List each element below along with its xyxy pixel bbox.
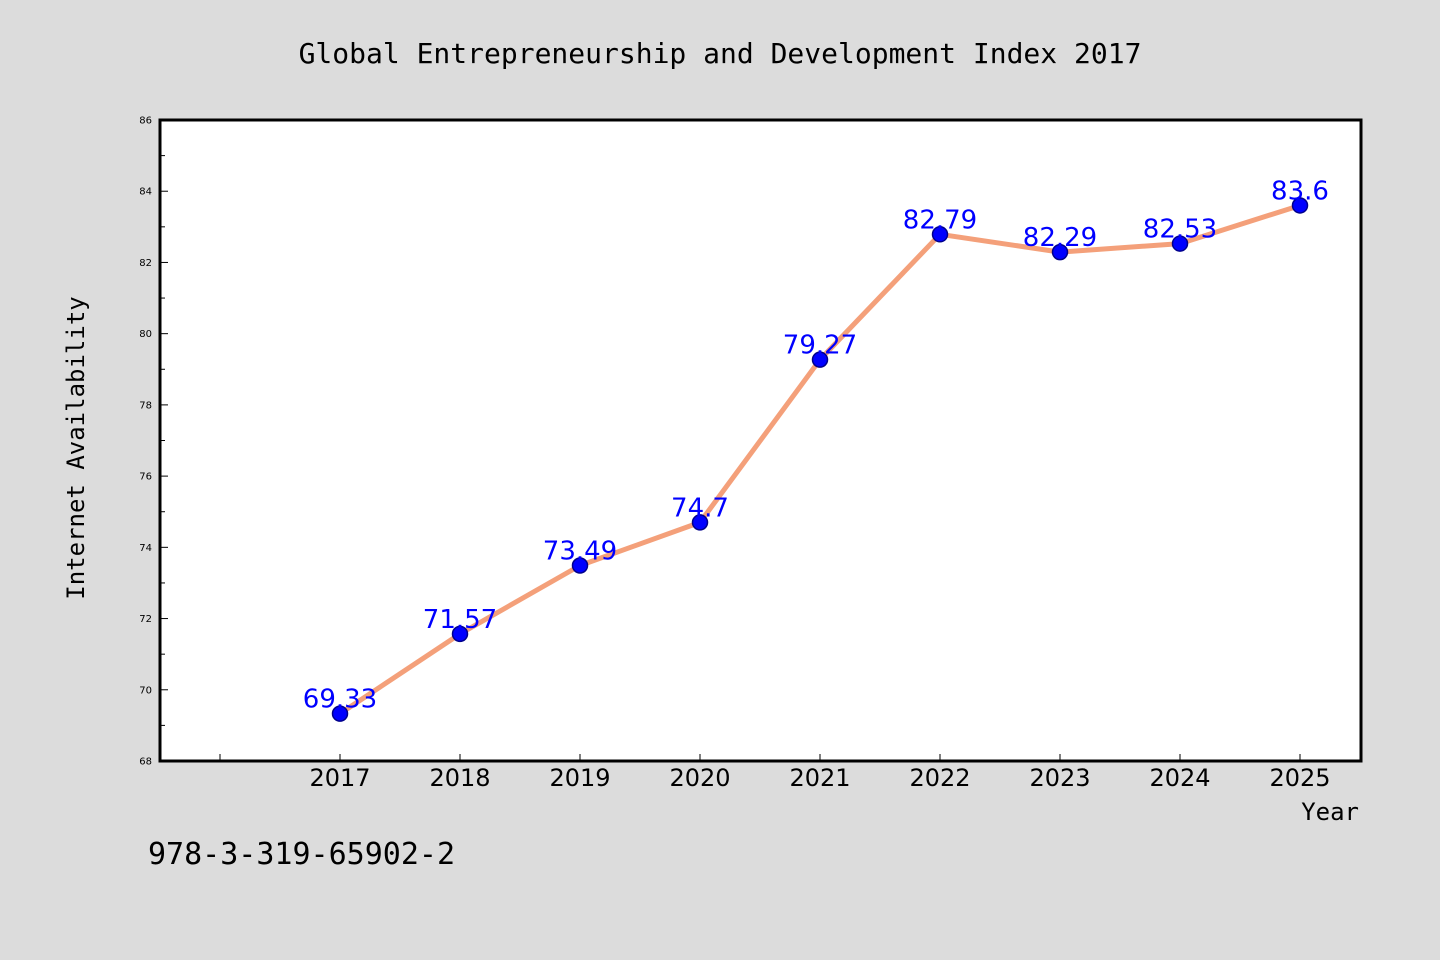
x-tick-label: 2023 xyxy=(1029,764,1090,792)
data-point-marker xyxy=(811,351,829,368)
data-label: 82.79 xyxy=(903,205,977,235)
y-tick-label: 80 xyxy=(139,329,152,340)
data-label: 69.33 xyxy=(303,685,377,715)
data-label: 83.6 xyxy=(1271,176,1329,206)
data-point-marker xyxy=(691,514,709,531)
y-tick-label: 76 xyxy=(139,472,152,483)
y-tick-label: 86 xyxy=(139,116,152,127)
data-label: 79.27 xyxy=(783,331,857,361)
data-label: 82.29 xyxy=(1023,223,1097,253)
data-label: 74.7 xyxy=(671,493,729,523)
data-point-marker xyxy=(1291,197,1309,214)
y-tick-label: 82 xyxy=(139,258,152,269)
y-tick-label: 84 xyxy=(139,187,152,198)
data-point-marker xyxy=(1171,235,1189,252)
y-tick-label: 70 xyxy=(139,685,152,696)
x-tick-label: 2022 xyxy=(909,764,970,792)
data-point-marker xyxy=(571,557,589,574)
chart-title: Global Entrepreneurship and Development … xyxy=(299,37,1142,70)
data-label: 71.57 xyxy=(423,605,497,635)
x-tick-label: 2021 xyxy=(789,764,850,792)
x-tick-label: 2019 xyxy=(549,764,610,792)
x-axis-label: Year xyxy=(1301,798,1359,826)
y-axis-label: Internet Availability xyxy=(62,296,90,599)
y-tick-label: 74 xyxy=(139,543,152,554)
series-layer: 69.33 71.57 73.49 74.7 79.27 82.79 82.29 82.53 8… xyxy=(303,176,1329,722)
y-tick-label: 78 xyxy=(139,400,152,411)
data-point-marker xyxy=(931,226,949,243)
x-axis-ticks: 2017 2018 2019 2020 2021 2022 2023 2024 2025 xyxy=(219,754,1331,792)
x-tick-label: 2025 xyxy=(1269,764,1330,792)
y-axis-ticks: 68 70 72 74 76 78 80 82 84 86 xyxy=(139,116,168,768)
data-point-marker xyxy=(331,705,349,722)
isbn-text: 978-3-319-65902-2 xyxy=(148,837,455,872)
y-tick-label: 68 xyxy=(139,757,152,768)
data-point-marker xyxy=(451,625,469,643)
x-tick-label: 2018 xyxy=(429,764,490,792)
data-point-marker xyxy=(1051,243,1069,261)
data-label: 82.53 xyxy=(1143,215,1217,245)
x-tick-label: 2017 xyxy=(309,764,370,792)
x-tick-label: 2024 xyxy=(1149,764,1210,792)
data-label: 73.49 xyxy=(543,536,617,566)
y-tick-label: 72 xyxy=(139,614,152,625)
x-tick-label: 2020 xyxy=(669,764,730,792)
